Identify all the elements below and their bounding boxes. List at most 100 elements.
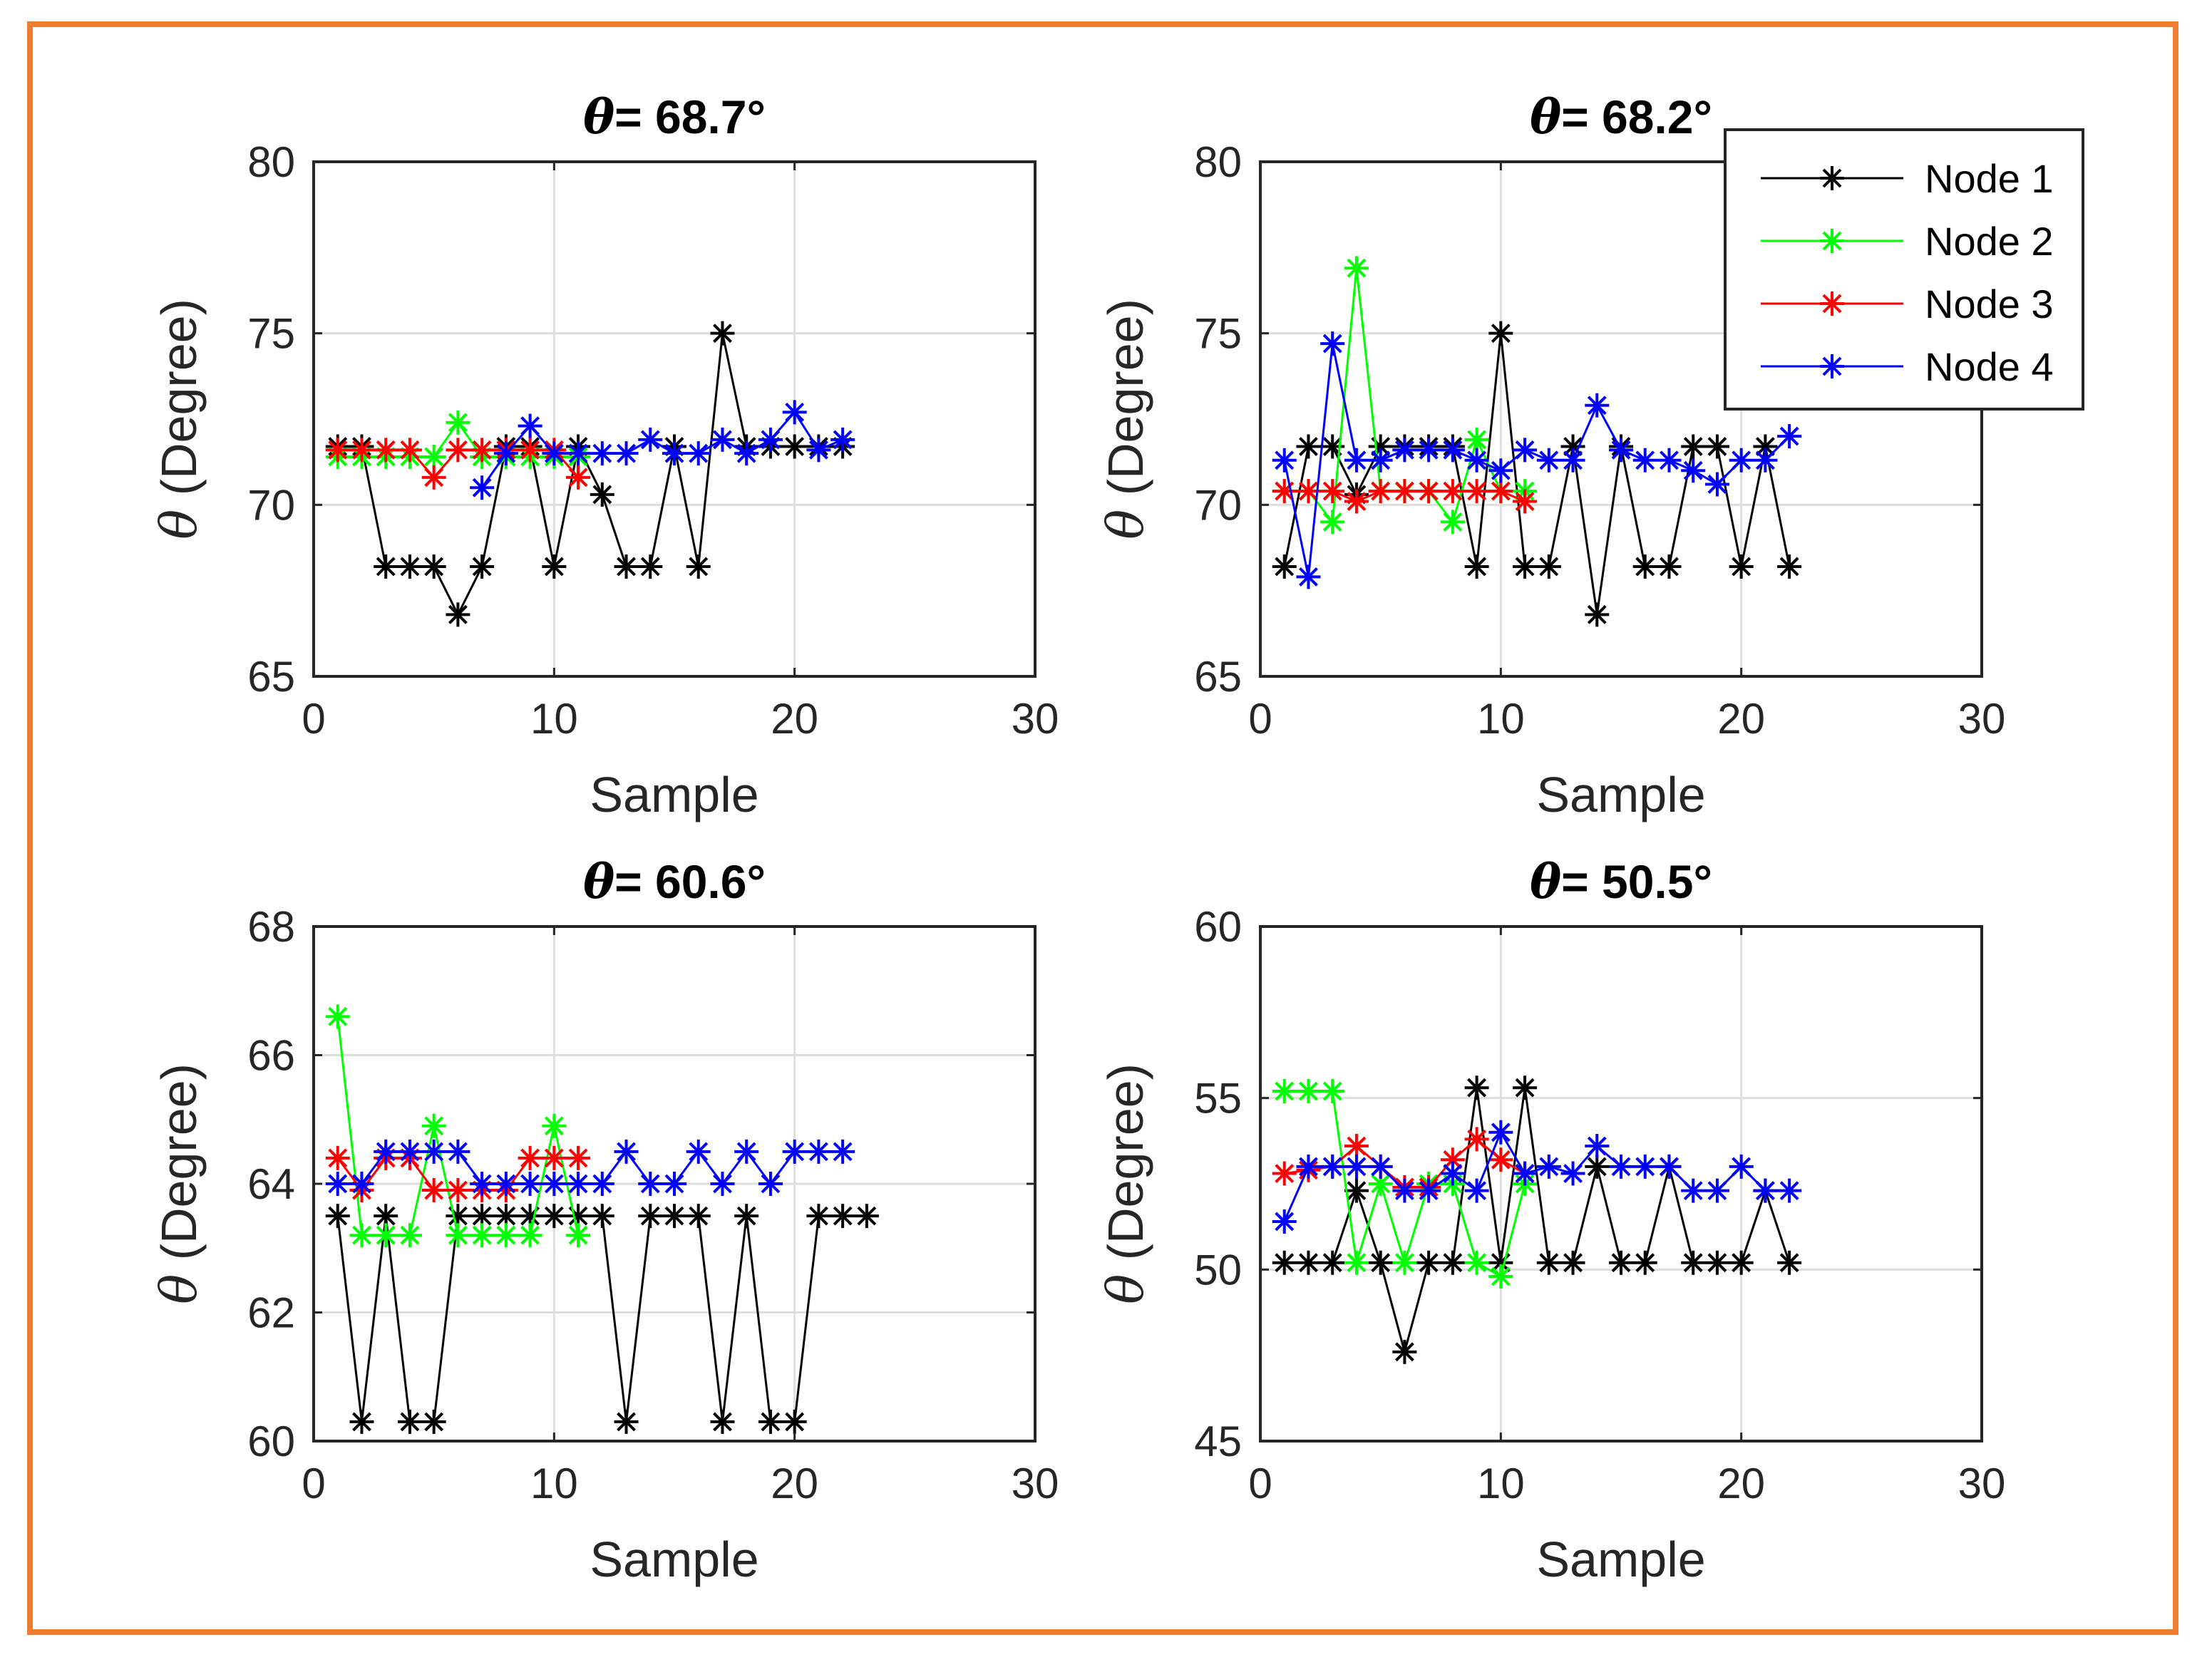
- data-point-node-4: [397, 1139, 422, 1164]
- data-point-node-4: [1777, 424, 1802, 449]
- y-axis-label-symbol: θ: [150, 1274, 208, 1304]
- y-tick-label: 50: [1194, 1246, 1242, 1294]
- data-point-node-2: [1272, 1079, 1297, 1104]
- data-point-node-1: [854, 1204, 879, 1229]
- data-point-node-3: [1464, 1127, 1489, 1152]
- axes-box: [1259, 160, 1983, 678]
- data-point-node-3: [518, 438, 542, 463]
- y-tick-label: 55: [1194, 1075, 1242, 1122]
- data-point-node-3: [1488, 1147, 1513, 1172]
- subplot-title-text: = 60.6°: [614, 855, 766, 908]
- y-axis-label-text: (Degree): [151, 1063, 207, 1274]
- x-tick-label: 20: [1717, 695, 1765, 743]
- data-point-node-4: [325, 1172, 350, 1196]
- data-point-node-4: [542, 441, 567, 466]
- data-point-node-2: [446, 410, 470, 435]
- data-point-node-1: [1320, 1250, 1345, 1275]
- data-point-node-3: [421, 1178, 446, 1203]
- data-point-node-4: [1753, 1178, 1778, 1203]
- subplot-title: θ= 50.5°: [1530, 854, 1712, 909]
- data-point-node-1: [1704, 1250, 1729, 1275]
- subplot-title-text: = 68.2°: [1561, 91, 1712, 143]
- data-point-node-3: [1272, 1161, 1297, 1186]
- data-point-node-1: [325, 1204, 350, 1229]
- data-point-node-1: [1536, 1250, 1561, 1275]
- x-axis-label: Sample: [590, 767, 758, 822]
- data-point-node-1: [710, 1409, 735, 1434]
- data-point-node-3: [518, 1145, 542, 1170]
- data-point-node-2: [325, 1004, 350, 1029]
- data-point-node-2: [1464, 427, 1489, 452]
- y-tick-label: 68: [247, 903, 295, 951]
- data-point-node-1: [518, 1204, 542, 1229]
- data-point-node-4: [1536, 1154, 1561, 1179]
- data-point-node-1: [758, 1409, 783, 1434]
- data-point-node-1: [638, 554, 663, 579]
- x-tick-label: 0: [302, 1460, 325, 1507]
- data-point-node-4: [1609, 1154, 1633, 1179]
- data-point-node-4: [1368, 1154, 1393, 1179]
- x-tick-label: 30: [1012, 695, 1059, 743]
- data-point-node-4: [686, 441, 711, 466]
- data-point-node-1: [710, 321, 735, 346]
- data-point-node-4: [1296, 564, 1321, 589]
- data-point-node-4: [374, 1139, 398, 1164]
- data-point-node-1: [686, 1204, 711, 1229]
- data-point-node-1: [1416, 1250, 1441, 1275]
- data-point-node-1: [1296, 1250, 1321, 1275]
- legend-marker-node-3: [1820, 291, 1844, 316]
- data-point-node-2: [421, 1113, 446, 1138]
- subplot-title-text: = 50.5°: [1561, 855, 1712, 908]
- y-axis-label-text: (Degree): [1098, 1063, 1153, 1274]
- data-point-node-4: [518, 1172, 542, 1196]
- data-point-node-3: [446, 438, 470, 463]
- data-point-node-4: [662, 1172, 686, 1196]
- data-point-node-1: [1704, 434, 1729, 459]
- data-point-node-1: [734, 1204, 759, 1229]
- x-axis-label: Sample: [1536, 1532, 1705, 1587]
- legend-label-node-2: Node 2: [1925, 219, 2054, 264]
- x-tick-label: 10: [530, 695, 578, 743]
- data-point-node-4: [1585, 1134, 1610, 1159]
- legend-marker-node-4: [1820, 354, 1844, 378]
- data-point-node-4: [830, 427, 855, 452]
- data-point-node-4: [1632, 1154, 1657, 1179]
- x-tick-label: 30: [1958, 1460, 2006, 1507]
- x-tick-label: 10: [1477, 1460, 1525, 1507]
- data-point-node-1: [542, 1204, 567, 1229]
- data-point-node-4: [1704, 1178, 1729, 1203]
- data-point-node-3: [1344, 489, 1369, 514]
- data-point-node-1: [421, 554, 446, 579]
- data-point-node-2: [1464, 1250, 1489, 1275]
- data-point-node-4: [734, 441, 759, 466]
- data-point-node-3: [1344, 1134, 1369, 1159]
- data-point-node-4: [1777, 1178, 1802, 1203]
- x-tick-label: 20: [771, 1460, 818, 1507]
- subplot-title-symbol: θ: [583, 854, 614, 909]
- data-point-node-4: [493, 441, 518, 466]
- data-point-node-1: [349, 1409, 374, 1434]
- data-point-node-2: [1320, 510, 1345, 535]
- data-point-node-1: [1392, 1339, 1417, 1364]
- data-point-node-4: [542, 1172, 567, 1196]
- data-point-node-4: [830, 1139, 855, 1164]
- y-tick-label: 62: [247, 1289, 295, 1337]
- legend-label-node-4: Node 4: [1925, 344, 2054, 389]
- data-point-node-4: [1392, 1178, 1417, 1203]
- data-point-node-4: [782, 1139, 807, 1164]
- data-point-node-2: [1392, 1250, 1417, 1275]
- data-point-node-4: [1392, 438, 1417, 463]
- subplot-title: θ= 60.6°: [583, 854, 766, 909]
- data-point-node-4: [349, 1172, 374, 1196]
- data-point-node-3: [374, 438, 398, 463]
- data-point-node-4: [1704, 472, 1729, 497]
- y-tick-label: 80: [247, 138, 295, 186]
- data-point-node-4: [710, 427, 735, 452]
- data-point-node-2: [542, 1113, 567, 1138]
- data-point-node-4: [590, 1172, 614, 1196]
- data-point-node-1: [782, 1409, 807, 1434]
- y-tick-label: 70: [1194, 481, 1242, 529]
- data-point-node-4: [1513, 1161, 1538, 1186]
- data-point-node-1: [590, 1204, 614, 1229]
